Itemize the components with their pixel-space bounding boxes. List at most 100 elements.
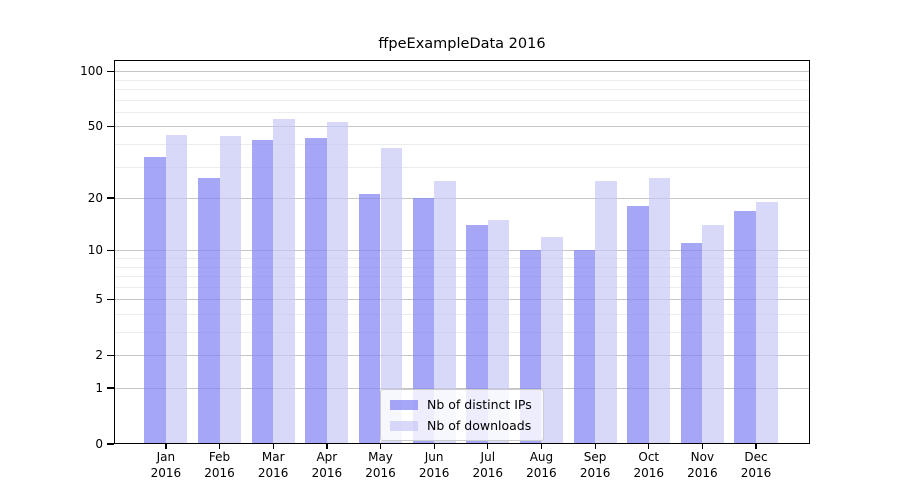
bar-distinct-ips-feb [197,177,220,444]
y-tick-mark [107,298,114,300]
x-label-year: 2016 [687,465,718,480]
y-tick-label: 0 [95,437,103,451]
x-tick-label-apr: Apr 2016 [295,450,359,481]
legend-item-downloads: Nb of downloads [390,418,532,433]
gridline-major [114,126,810,128]
x-tick-mark [433,444,435,449]
y-tick-label: 20 [87,191,103,206]
gridline-minor [114,276,810,278]
bar-distinct-ips-jun [412,198,435,444]
x-label-year: 2016 [311,465,343,480]
x-tick-label-may: May 2016 [349,450,413,481]
x-tick-mark [701,444,704,449]
x-tick-label-nov: Nov 2016 [670,450,734,481]
bar-downloads-jan [165,134,188,444]
legend-label-downloads: Nb of downloads [427,418,532,433]
x-label-month: May [368,450,393,464]
x-label-year: 2016 [257,465,289,480]
x-label-year: 2016 [204,465,235,480]
bar-downloads-jun [434,180,456,444]
x-tick-label-aug: Aug 2016 [509,450,573,481]
x-label-month: Apr [316,450,338,464]
bar-distinct-ips-oct [627,206,649,444]
gridline-minor [114,266,810,268]
gridline-major [114,355,810,357]
bar-distinct-ips-apr [305,138,327,444]
x-tick-label-sep: Sep 2016 [563,450,627,481]
x-tick-label-mar: Mar 2016 [241,450,305,481]
x-label-year: 2016 [472,465,504,480]
x-label-month: Aug [529,450,554,464]
x-tick-label-oct: Oct 2016 [617,450,681,481]
y-tick-label: 1 [95,381,103,395]
gridline-major [114,71,810,73]
x-label-month: Jul [480,450,496,464]
gridline-minor [114,99,810,101]
x-tick-mark [165,444,167,449]
gridline-minor [114,79,810,81]
bar-downloads-feb [219,136,242,444]
x-label-year: 2016 [740,465,772,480]
gridline-minor [114,332,810,333]
x-tick-mark [648,444,650,449]
y-tick-mark [107,354,114,356]
gridline-major [114,299,810,301]
gridline-minor [114,166,810,168]
x-tick-mark [326,444,328,449]
x-label-month: Nov [690,450,715,464]
gridline-minor [114,286,810,288]
x-tick-label-feb: Feb 2016 [188,450,252,481]
x-label-year: 2016 [418,465,450,480]
y-tick-mark [107,70,114,72]
x-label-month: Sep [583,450,607,464]
y-tick-mark [107,197,114,199]
y-tick-mark [107,443,114,445]
y-tick-label: 2 [95,348,103,363]
x-label-year: 2016 [526,465,557,480]
x-tick-mark [272,444,274,449]
x-label-year: 2016 [365,465,396,480]
bar-downloads-mar [273,118,295,444]
bar-downloads-dec [756,202,778,444]
legend-label-distinct-ips: Nb of distinct IPs [427,397,532,412]
chart-title: ffpeExampleData 2016 [378,36,546,52]
x-tick-mark [218,444,221,449]
bar-downloads-apr [326,121,349,444]
bar-downloads-oct [648,177,671,444]
bar-distinct-ips-jan [144,156,166,444]
x-label-month: Oct [638,450,660,464]
plot-area: Nb of distinct IPs Nb of downloads [114,60,810,444]
bar-distinct-ips-dec [734,210,757,444]
legend: Nb of distinct IPs Nb of downloads [380,389,544,441]
gridline-minor [114,257,810,259]
x-tick-label-jan: Jan 2016 [134,450,198,481]
bar-downloads-nov [702,225,724,444]
gridline-major [114,388,810,389]
gridline-minor [114,313,810,315]
x-label-month: Jun [424,450,444,464]
x-label-month: Mar [261,450,285,464]
x-label-month: Dec [744,450,768,464]
y-tick-label: 5 [95,292,103,307]
x-tick-label-dec: Dec 2016 [724,450,788,481]
y-tick-label: 100 [80,64,103,79]
x-tick-label-jul: Jul 2016 [456,450,520,481]
legend-swatch-distinct-ips [390,399,418,410]
x-tick-mark [594,444,596,449]
legend-swatch-downloads [390,420,418,431]
x-label-month: Feb [208,450,231,464]
x-tick-mark [379,444,382,449]
x-tick-label-jun: Jun 2016 [402,450,466,481]
legend-item-distinct-ips: Nb of distinct IPs [390,397,532,412]
y-tick-mark [107,125,114,128]
bar-downloads-sep [595,180,617,444]
x-tick-mark [755,444,757,449]
bar-distinct-ips-may [358,194,381,444]
x-label-year: 2016 [150,465,182,480]
x-label-year: 2016 [579,465,611,480]
bar-distinct-ips-mar [251,140,274,444]
bar-downloads-jul [487,220,510,444]
x-tick-mark [540,444,543,449]
y-tick-mark [107,387,114,389]
